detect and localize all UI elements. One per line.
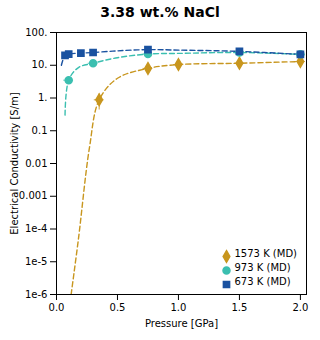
svg-text:0.01: 0.01 [25, 158, 47, 169]
svg-text:1.0: 1.0 [170, 302, 186, 313]
svg-text:0.0: 0.0 [49, 302, 65, 313]
svg-text:1.: 1. [38, 92, 48, 103]
svg-text:673 K (MD): 673 K (MD) [235, 276, 291, 287]
svg-text:1.5: 1.5 [231, 302, 247, 313]
svg-text:Electrical Conductivity [S/m]: Electrical Conductivity [S/m] [9, 92, 20, 235]
svg-text:1e-6: 1e-6 [25, 289, 48, 300]
svg-text:10.: 10. [32, 59, 48, 70]
svg-text:1e-5: 1e-5 [25, 256, 48, 267]
svg-text:1e-4: 1e-4 [25, 223, 48, 234]
svg-text:0.001: 0.001 [19, 190, 48, 201]
svg-text:1573 K (MD): 1573 K (MD) [235, 248, 298, 259]
svg-text:100.: 100. [25, 27, 47, 38]
html-text:3.38 wt.% NaCl: 3.38 wt.% NaCl [100, 4, 220, 20]
svg-text:0.5: 0.5 [110, 302, 126, 313]
svg-text:973 K (MD): 973 K (MD) [235, 262, 291, 273]
svg-text:2.0: 2.0 [292, 302, 308, 313]
svg-text:Pressure [GPa]: Pressure [GPa] [145, 318, 218, 329]
svg-text:0.1: 0.1 [32, 125, 48, 136]
